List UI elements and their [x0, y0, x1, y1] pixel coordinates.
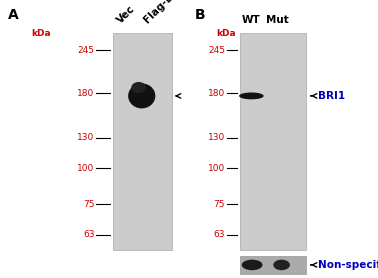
Ellipse shape [131, 82, 146, 93]
Text: 75: 75 [214, 200, 225, 209]
Text: 100: 100 [208, 164, 225, 173]
Text: Mut: Mut [266, 15, 289, 25]
Bar [240, 33, 306, 250]
Text: kDa: kDa [217, 29, 236, 38]
Text: Vec: Vec [115, 3, 137, 25]
Text: 63: 63 [214, 230, 225, 239]
Text: WT: WT [241, 15, 260, 25]
Text: A: A [8, 8, 18, 22]
Text: Non-specific: Non-specific [318, 260, 378, 270]
Text: kDa: kDa [31, 29, 51, 38]
Text: 245: 245 [77, 46, 94, 54]
Bar [240, 256, 306, 274]
Ellipse shape [273, 260, 290, 270]
Ellipse shape [239, 93, 264, 99]
Text: Flag-BRI1: Flag-BRI1 [142, 0, 189, 25]
Text: 130: 130 [208, 133, 225, 142]
Text: 245: 245 [208, 46, 225, 54]
Text: BRI1: BRI1 [318, 91, 345, 101]
Bar [113, 33, 172, 250]
Text: 63: 63 [83, 230, 94, 239]
Ellipse shape [128, 83, 155, 108]
Text: 180: 180 [77, 89, 94, 98]
Ellipse shape [242, 260, 262, 270]
Text: 180: 180 [208, 89, 225, 98]
Text: B: B [195, 8, 205, 22]
Text: 100: 100 [77, 164, 94, 173]
Text: 130: 130 [77, 133, 94, 142]
Text: 75: 75 [83, 200, 94, 209]
